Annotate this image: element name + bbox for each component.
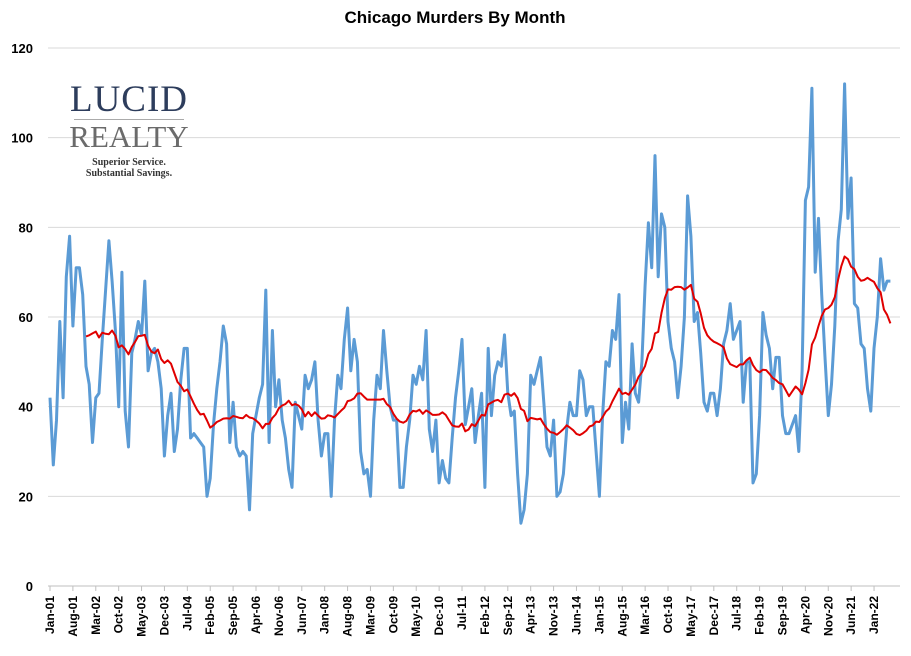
x-tick-label: May-03 xyxy=(135,596,149,637)
x-tick-label: Mar-16 xyxy=(638,596,652,635)
x-tick-label: Oct-09 xyxy=(386,596,400,634)
x-tick-label: Jul-11 xyxy=(455,596,469,630)
y-tick-label: 60 xyxy=(19,310,33,325)
x-tick-label: Jan-01 xyxy=(43,596,57,634)
x-tick-label: Dec-10 xyxy=(432,596,446,636)
x-tick-label: Sep-05 xyxy=(226,596,240,636)
y-tick-label: 20 xyxy=(19,489,33,504)
logo-tagline-2: Substantial Savings. xyxy=(85,168,173,179)
x-tick-label: Jul-18 xyxy=(730,596,744,631)
x-tick-label: Dec-03 xyxy=(157,596,171,636)
y-tick-label: 80 xyxy=(19,220,33,235)
x-tick-label: Jan-22 xyxy=(867,596,881,634)
x-tick-label: Mar-02 xyxy=(89,596,103,635)
x-tick-label: Sep-12 xyxy=(501,596,515,636)
x-tick-label: Dec-17 xyxy=(707,596,721,636)
series-line-monthly-murders xyxy=(48,82,891,525)
x-tick-label: Apr-13 xyxy=(524,596,538,634)
y-axis-ticks: 0 20 40 60 80 100 120 xyxy=(11,41,33,594)
x-tick-label: Feb-05 xyxy=(203,596,217,635)
logo-line1: LUCID xyxy=(69,79,189,120)
chart-title: Chicago Murders By Month xyxy=(344,8,565,27)
x-tick-label: Jul-04 xyxy=(180,596,194,631)
logo-line2: REALTY xyxy=(69,119,189,154)
x-tick-label: Aug-01 xyxy=(66,596,80,637)
logo-tagline-1: Superior Service. xyxy=(92,157,166,168)
x-axis-ticks: Jan-01 Aug-01 Mar-02 Oct-02 May-03 Dec-03 Jul-… xyxy=(43,586,881,637)
x-tick-label: Aug-15 xyxy=(615,596,629,637)
x-tick-label: Nov-20 xyxy=(821,596,835,636)
x-tick-label: Jun-07 xyxy=(295,596,309,635)
x-tick-label: Aug-08 xyxy=(341,596,355,637)
x-tick-label: Oct-16 xyxy=(661,596,675,634)
trendline-moving-average xyxy=(85,255,892,437)
x-tick-label: Jun-14 xyxy=(569,596,583,635)
x-tick-label: Nov-13 xyxy=(547,596,561,636)
lucid-realty-logo: LUCID REALTY Superior Service. Substanti… xyxy=(66,79,192,179)
x-tick-label: Sep-19 xyxy=(775,596,789,636)
x-tick-label: May-17 xyxy=(684,596,698,637)
x-tick-label: Mar-09 xyxy=(363,596,377,635)
x-tick-label: Jan-15 xyxy=(592,596,606,634)
x-tick-label: Apr-20 xyxy=(798,596,812,634)
x-tick-label: Feb-12 xyxy=(478,596,492,635)
y-tick-label: 100 xyxy=(11,131,33,146)
x-tick-label: May-10 xyxy=(409,596,423,637)
x-tick-label: Jan-08 xyxy=(318,596,332,634)
x-tick-label: Apr-06 xyxy=(249,596,263,634)
data-points xyxy=(49,83,891,524)
x-tick-label: Nov-06 xyxy=(272,596,286,636)
logo-divider xyxy=(74,119,184,120)
y-tick-label: 40 xyxy=(19,400,33,415)
y-tick-label: 0 xyxy=(26,579,33,594)
x-tick-label: Jun-21 xyxy=(844,596,858,635)
y-tick-label: 120 xyxy=(11,41,33,56)
x-tick-label: Feb-19 xyxy=(753,596,767,635)
x-tick-label: Oct-02 xyxy=(112,596,126,634)
